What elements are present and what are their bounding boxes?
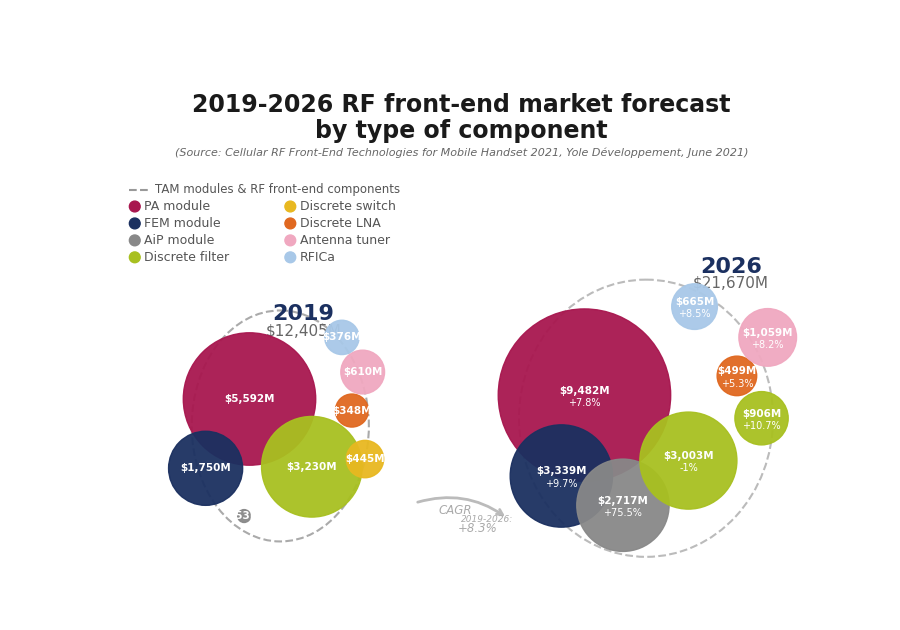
Circle shape	[336, 394, 368, 427]
Circle shape	[285, 252, 296, 263]
Circle shape	[285, 235, 296, 246]
Text: Discrete LNA: Discrete LNA	[300, 217, 381, 230]
Text: $348M: $348M	[332, 406, 372, 416]
Circle shape	[130, 235, 140, 246]
Text: RFICa: RFICa	[300, 251, 336, 264]
Text: $2,717M: $2,717M	[598, 496, 648, 506]
Circle shape	[346, 440, 383, 478]
Text: $376M: $376M	[322, 333, 362, 342]
Text: $610M: $610M	[343, 367, 382, 377]
Text: $445M: $445M	[346, 454, 385, 464]
Text: +8.3%: +8.3%	[457, 522, 497, 535]
Circle shape	[640, 412, 737, 509]
Text: $21,670M: $21,670M	[693, 276, 769, 291]
Text: Antenna tuner: Antenna tuner	[300, 234, 390, 247]
Text: PA module: PA module	[144, 200, 210, 213]
Text: $3,230M: $3,230M	[286, 462, 338, 472]
Text: Discrete filter: Discrete filter	[144, 251, 230, 264]
Circle shape	[671, 284, 717, 329]
Circle shape	[499, 309, 670, 481]
Text: +5.3%: +5.3%	[721, 379, 753, 389]
Text: +7.8%: +7.8%	[568, 398, 600, 408]
Circle shape	[168, 432, 243, 505]
Text: $665M: $665M	[675, 297, 715, 307]
Text: by type of component: by type of component	[315, 119, 608, 143]
Circle shape	[341, 350, 384, 394]
Text: CAGR: CAGR	[438, 504, 472, 517]
Text: (Source: Cellular RF Front-End Technologies for Mobile Handset 2021, Yole Dévelo: (Source: Cellular RF Front-End Technolog…	[175, 147, 748, 158]
Text: FEM module: FEM module	[144, 217, 220, 230]
Text: -1%: -1%	[679, 463, 698, 473]
Text: 2019: 2019	[273, 304, 334, 324]
Text: $499M: $499M	[717, 366, 757, 376]
Text: $53M: $53M	[228, 511, 260, 521]
Circle shape	[184, 333, 316, 465]
Text: 2026: 2026	[700, 256, 761, 277]
Circle shape	[130, 201, 140, 212]
Circle shape	[717, 356, 757, 396]
Circle shape	[577, 459, 669, 551]
Text: $1,750M: $1,750M	[180, 463, 231, 473]
Circle shape	[285, 201, 296, 212]
Circle shape	[130, 252, 140, 263]
Text: $12,405M: $12,405M	[266, 324, 341, 339]
Circle shape	[238, 510, 250, 522]
Text: +8.5%: +8.5%	[679, 309, 711, 319]
Text: +10.7%: +10.7%	[742, 421, 781, 431]
Text: $1,059M: $1,059M	[742, 328, 793, 338]
Text: TAM modules & RF front-end components: TAM modules & RF front-end components	[155, 183, 400, 196]
Circle shape	[739, 309, 796, 366]
Text: $906M: $906M	[742, 409, 781, 418]
Circle shape	[735, 392, 788, 445]
Text: 2019-2026:: 2019-2026:	[462, 515, 514, 524]
Text: $9,482M: $9,482M	[559, 386, 610, 396]
Circle shape	[262, 416, 362, 517]
Text: +8.2%: +8.2%	[752, 340, 784, 350]
Circle shape	[130, 218, 140, 229]
Text: $5,592M: $5,592M	[224, 394, 274, 404]
Circle shape	[325, 320, 359, 355]
Text: +75.5%: +75.5%	[604, 508, 643, 518]
Text: +9.7%: +9.7%	[545, 479, 578, 489]
Circle shape	[285, 218, 296, 229]
Text: $3,339M: $3,339M	[536, 466, 587, 476]
Text: 2019-2026 RF front-end market forecast: 2019-2026 RF front-end market forecast	[192, 93, 731, 117]
Text: $3,003M: $3,003M	[663, 451, 714, 461]
Text: Discrete switch: Discrete switch	[300, 200, 395, 213]
Text: AiP module: AiP module	[144, 234, 214, 247]
Circle shape	[510, 425, 613, 527]
